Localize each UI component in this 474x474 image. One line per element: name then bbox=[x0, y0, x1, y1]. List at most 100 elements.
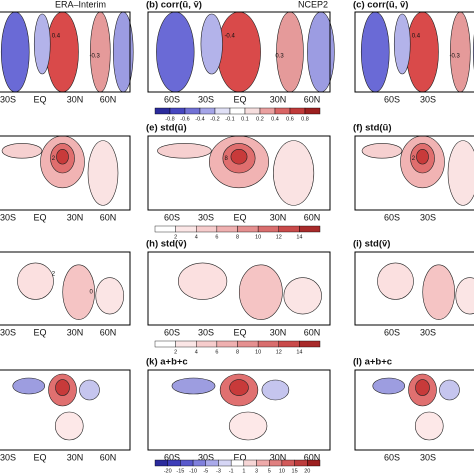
panel-frame bbox=[354, 251, 474, 326]
colorbar-swatch bbox=[180, 459, 194, 467]
map-panel: -0.4 0.3 bbox=[147, 11, 335, 93]
colorbar-swatch bbox=[175, 340, 197, 348]
colorbar-swatch bbox=[289, 107, 306, 115]
panel-frame bbox=[147, 251, 331, 326]
contour-fill bbox=[415, 379, 430, 396]
colorbar-tick: -0.2 bbox=[210, 116, 219, 122]
panel-frame bbox=[0, 369, 131, 451]
contour-fill bbox=[33, 13, 51, 75]
colorbar-swatch bbox=[269, 459, 283, 467]
map-panel: 8 bbox=[147, 135, 331, 211]
colorbar-swatch bbox=[216, 225, 238, 233]
colorbar-swatch bbox=[281, 459, 295, 467]
x-tick-label: 30S bbox=[198, 94, 214, 104]
contour-label: 0.4 bbox=[52, 34, 61, 40]
colorbar-tick: 15 bbox=[292, 468, 298, 474]
colorbar-tick: 12 bbox=[276, 349, 282, 355]
contour-fill bbox=[273, 140, 315, 206]
x-tick-label: 60S bbox=[164, 452, 180, 462]
colorbar-tick: -20 bbox=[164, 468, 172, 474]
x-tick-label: 60S bbox=[384, 212, 400, 222]
x-tick-label: 60S bbox=[384, 94, 400, 104]
x-tick-label: EQ bbox=[33, 452, 46, 462]
x-tick-label: 30S bbox=[0, 212, 16, 222]
x-tick-label: 30S bbox=[0, 327, 16, 337]
x-tick-label: 30S bbox=[420, 452, 436, 462]
contour-fill bbox=[62, 264, 95, 320]
contour-label: 2 bbox=[412, 156, 416, 162]
x-tick-label: 60S bbox=[384, 452, 400, 462]
panel-label: (k) a+b+c bbox=[146, 357, 188, 368]
colorbar-swatch bbox=[299, 340, 321, 348]
map-panel: 0.4 -0.3 bbox=[354, 11, 474, 93]
contour-fill bbox=[56, 149, 69, 165]
colorbar-swatch bbox=[244, 107, 261, 115]
colorbar-tick: 12 bbox=[276, 234, 282, 240]
contour-label: -0.3 bbox=[90, 54, 101, 60]
source-label: ERA–Interim bbox=[55, 0, 106, 9]
contour-fill bbox=[283, 277, 322, 315]
x-tick-label: 60N bbox=[100, 452, 117, 462]
colorbar-swatch bbox=[307, 459, 321, 467]
colorbar-tick: -0.1 bbox=[225, 116, 234, 122]
colorbar-swatch bbox=[299, 225, 321, 233]
panel-frame bbox=[147, 369, 331, 451]
map-panel bbox=[0, 369, 131, 451]
map-panel: 2 bbox=[354, 135, 474, 211]
panels: 0.4 -0.3 -0.4 0.3 (b) corr(ū, v̄) 0.4 -0.3 (c) … bbox=[0, 0, 474, 462]
colorbar-tick: 10 bbox=[279, 468, 285, 474]
contour-label: 0.4 bbox=[412, 34, 421, 40]
panel-frame bbox=[147, 135, 331, 211]
x-tick-label: 60N bbox=[304, 452, 321, 462]
colorbar-tick: 10 bbox=[255, 234, 261, 240]
colorbar-swatch bbox=[196, 340, 218, 348]
contour-label: 2 bbox=[52, 156, 56, 162]
colorbar-swatch bbox=[304, 107, 321, 115]
contour-fill bbox=[406, 11, 439, 93]
colorbar-swatch bbox=[184, 107, 201, 115]
contour-fill bbox=[87, 140, 119, 206]
contour-fill bbox=[422, 264, 456, 320]
contour-fill bbox=[414, 411, 444, 441]
colorbar-swatch bbox=[294, 459, 308, 467]
map-panel bbox=[354, 251, 474, 326]
colorbar-tick: 0.2 bbox=[256, 116, 264, 122]
colorbar-swatch bbox=[214, 107, 231, 115]
colorbar-swatch bbox=[169, 107, 186, 115]
colorbar-tick: 0.6 bbox=[286, 116, 294, 122]
x-tick-label: 30N bbox=[67, 94, 84, 104]
panel-frame bbox=[0, 251, 131, 326]
panel-label: (h) std(v̄) bbox=[146, 239, 187, 250]
contour-label: -0.4 bbox=[224, 34, 235, 40]
contour-fill bbox=[276, 11, 304, 93]
colorbar-swatch bbox=[199, 107, 216, 115]
colorbar-swatch bbox=[192, 459, 206, 467]
colorbar-swatch bbox=[230, 459, 245, 467]
colorbar-swatch bbox=[218, 459, 232, 467]
colorbar-swatch bbox=[154, 459, 168, 467]
x-tick-label: 60S bbox=[164, 327, 180, 337]
x-tick-label: 30S bbox=[198, 212, 214, 222]
contour-fill bbox=[261, 379, 290, 401]
x-tick-label: 30S bbox=[0, 452, 16, 462]
colorbar-tick: 14 bbox=[296, 349, 302, 355]
panel-label: (c) corr(ū, v̄) bbox=[353, 0, 408, 11]
colorbar-tick: 2 bbox=[174, 234, 177, 240]
panel-frame bbox=[354, 11, 474, 93]
contour-fill bbox=[17, 262, 54, 300]
contour-label: 2 bbox=[52, 271, 56, 277]
x-tick-label: EQ bbox=[233, 94, 246, 104]
colorbar-tick: -1 bbox=[229, 468, 234, 474]
colorbar-swatch bbox=[196, 225, 218, 233]
contour-fill bbox=[0, 11, 30, 93]
colorbar-tick: -3 bbox=[216, 468, 221, 474]
panel-frame bbox=[354, 369, 474, 451]
contour-fill bbox=[393, 13, 411, 75]
colorbar-swatch bbox=[274, 107, 291, 115]
colorbar-swatch bbox=[257, 340, 279, 348]
contour-label: 8 bbox=[224, 156, 228, 162]
contour-fill bbox=[12, 377, 46, 395]
colorbar-tick: 1 bbox=[242, 468, 245, 474]
contour-fill bbox=[95, 277, 125, 315]
